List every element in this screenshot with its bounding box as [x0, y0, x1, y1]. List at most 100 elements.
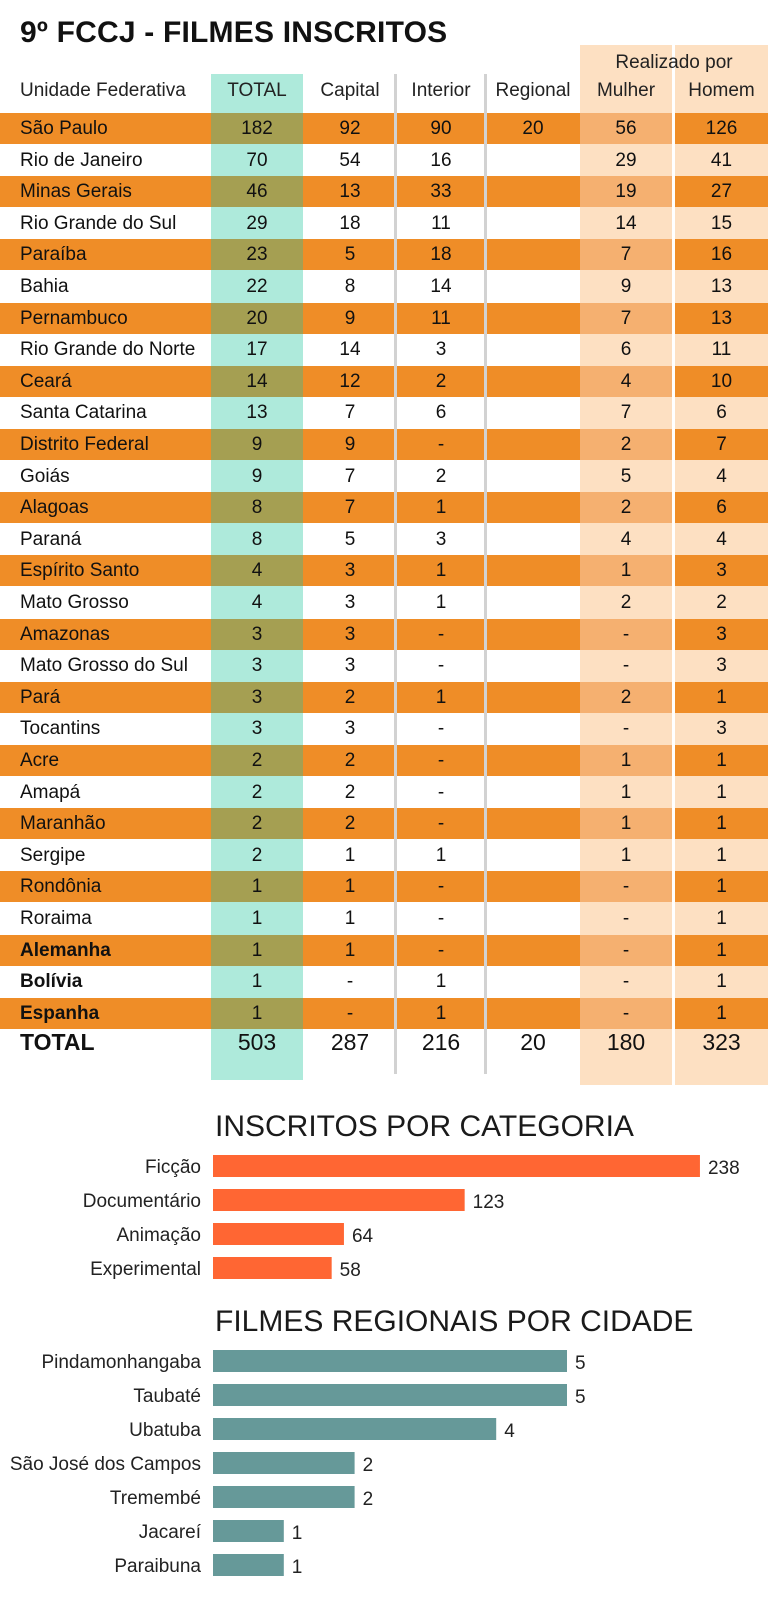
- category-chart-title: INSCRITOS POR CATEGORIA: [215, 1110, 634, 1143]
- cell-interior: 1: [435, 686, 447, 708]
- cell-regional: [487, 745, 579, 776]
- category-label: Ubatuba: [129, 1420, 201, 1441]
- table-row: Tocantins 3 3 - - 3: [0, 713, 768, 744]
- category-label: Ficção: [145, 1157, 201, 1178]
- cell-mulher: -: [622, 1002, 630, 1024]
- row-highlight: [580, 176, 672, 208]
- cell-interior: 6: [435, 402, 447, 424]
- cell-interior: 2: [435, 465, 447, 487]
- row-highlight: [675, 555, 768, 587]
- column-header-interior: Interior: [411, 80, 471, 101]
- table-row: Mato Grosso 4 3 1 2 2: [0, 587, 768, 618]
- row-highlight: [675, 618, 768, 650]
- cell-homem: 1: [716, 1002, 727, 1024]
- table-row: Rio Grande do Norte 17 14 3 6 11: [0, 334, 768, 365]
- cell-interior: -: [437, 623, 445, 645]
- cell-homem: 41: [710, 149, 733, 171]
- cell-total: 8: [251, 528, 263, 550]
- cell-total: 8: [251, 497, 263, 519]
- bar: [213, 1384, 567, 1406]
- cell-regional: [487, 429, 579, 460]
- row-highlight: [675, 429, 768, 460]
- cell-homem: 3: [716, 655, 727, 677]
- cell-homem: 3: [716, 623, 727, 645]
- cell-regional: [487, 239, 579, 270]
- cell-interior: -: [437, 876, 445, 898]
- cell-mulher: 56: [615, 118, 637, 139]
- cell-total: 29: [246, 212, 268, 234]
- cell-capital: 5: [344, 528, 356, 550]
- cell-regional: [487, 682, 579, 713]
- row-name: São Paulo: [20, 118, 108, 139]
- city-chart-title: FILMES REGIONAIS POR CIDADE: [215, 1305, 694, 1338]
- cell-total: 182: [241, 118, 273, 139]
- category-label: Documentário: [83, 1191, 201, 1212]
- table-row: Paraná 8 5 3 4 4: [0, 524, 768, 555]
- value-label: 2: [363, 1455, 374, 1476]
- cell-interior: 1: [435, 592, 447, 613]
- cell-interior: 16: [430, 149, 452, 171]
- cell-interior: -: [437, 781, 445, 803]
- cell-capital: -: [346, 971, 354, 993]
- row-highlight: [580, 555, 672, 587]
- cell-total: 1: [251, 876, 263, 898]
- cell-mulher: -: [622, 655, 630, 677]
- city-bar-chart: Pindamonhangaba 5 Taubaté 5 Ubatuba 4 São José…: [10, 1350, 586, 1578]
- row-name: Sergipe: [20, 844, 86, 866]
- cell-regional: [487, 871, 579, 902]
- cell-regional: [487, 366, 579, 397]
- bar: [213, 1223, 344, 1245]
- table-row: São Paulo 182 92 90 20 56 126: [0, 113, 768, 144]
- row-name: Pernambuco: [20, 307, 128, 329]
- row-highlight: [675, 808, 768, 840]
- cell-regional: [487, 966, 579, 997]
- cell-regional: [487, 524, 579, 555]
- row-name: Roraima: [20, 908, 92, 929]
- category-label: São José dos Campos: [10, 1454, 201, 1475]
- row-name: Amapá: [20, 781, 81, 803]
- row-name: Espanha: [20, 1002, 100, 1024]
- table-row: Paraíba 23 5 18 7 16: [0, 239, 768, 271]
- table-row: Espanha 1 - 1 - 1: [0, 997, 768, 1029]
- cell-total: 20: [246, 307, 268, 329]
- cell-mulher: 7: [620, 402, 632, 424]
- cell-homem: 16: [710, 244, 733, 266]
- cell-interior: 33: [430, 181, 452, 203]
- category-bar-chart: Ficção 238 Documentário 123 Animação 64 Experi…: [83, 1155, 740, 1281]
- cell-homem: 1: [716, 750, 727, 771]
- cell-interior: 1: [435, 560, 447, 582]
- row-highlight: [580, 871, 672, 903]
- category-label: Paraibuna: [114, 1556, 201, 1577]
- row-highlight: [211, 934, 303, 966]
- row-name: Alagoas: [20, 497, 89, 519]
- cell-capital: 3: [344, 623, 356, 645]
- row-name: Paraíba: [20, 244, 87, 266]
- cell-mulher: 29: [615, 149, 637, 171]
- cell-capital: 7: [344, 465, 356, 487]
- row-name: Ceará: [20, 370, 72, 392]
- cell-capital: 2: [344, 686, 356, 708]
- row-highlight: [580, 997, 672, 1029]
- table-row: Amazonas 3 3 - - 3: [0, 618, 768, 650]
- row-highlight: [675, 176, 768, 208]
- row-name: Espírito Santo: [20, 560, 140, 582]
- cell-interior: -: [437, 908, 445, 929]
- row-highlight: [675, 934, 768, 966]
- cell-homem: 1: [716, 939, 727, 961]
- totals-row: TOTAL 503 287 216 20 180 323: [0, 1022, 768, 1062]
- cell-capital: 92: [339, 118, 361, 139]
- row-highlight: [580, 934, 672, 966]
- cell-total: 9: [251, 434, 263, 455]
- table-row: Rondônia 1 1 - - 1: [0, 871, 768, 903]
- cell-capital: 3: [344, 655, 356, 677]
- row-name: Minas Gerais: [20, 181, 132, 203]
- cell-homem: 27: [710, 181, 733, 203]
- cell-capital: 9: [344, 307, 356, 329]
- cell-interior: -: [437, 813, 445, 835]
- row-name: Bolívia: [20, 971, 83, 993]
- cell-interior: 11: [431, 212, 451, 234]
- row-highlight: [211, 239, 303, 271]
- cell-capital: 3: [344, 560, 356, 582]
- value-label: 5: [575, 1353, 586, 1374]
- totals-total: 503: [237, 1029, 277, 1055]
